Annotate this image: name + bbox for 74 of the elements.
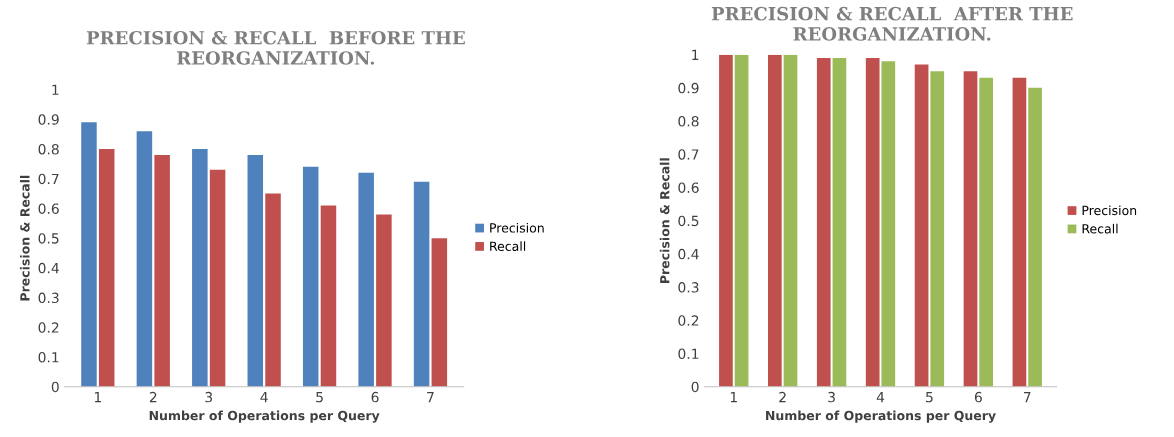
bar xyxy=(136,131,153,387)
y-tick-label: 0.8 xyxy=(678,116,699,127)
bar xyxy=(914,64,929,387)
y-axis-title: Precision & Recall xyxy=(19,175,30,301)
bar xyxy=(81,122,97,387)
x-axis-title: Number of Operations per Query xyxy=(149,410,380,423)
bar xyxy=(979,77,994,387)
y-tick-label: 0.3 xyxy=(678,282,699,293)
bar xyxy=(358,172,374,387)
y-axis-title: Precision & Recall xyxy=(659,158,670,283)
y-tick-label: 0.5 xyxy=(678,215,699,227)
legend-label: Recall xyxy=(490,241,526,251)
x-tick-label: 1 xyxy=(94,392,101,403)
y-tick-label: 0.2 xyxy=(678,315,699,326)
bar xyxy=(1028,87,1042,387)
x-tick-label: 5 xyxy=(316,392,323,403)
bar xyxy=(816,57,831,387)
bar xyxy=(154,154,170,387)
y-tick-label: 0 xyxy=(691,381,699,393)
y-tick-label: 0.1 xyxy=(38,352,59,363)
x-tick-label: 4 xyxy=(876,392,885,403)
y-tick-label: 1 xyxy=(692,49,699,60)
y-tick-label: 0.7 xyxy=(678,149,699,160)
x-tick-label: 3 xyxy=(828,391,835,403)
bar xyxy=(431,238,448,387)
bar xyxy=(865,57,880,387)
x-tick-label: 4 xyxy=(260,392,268,403)
bar xyxy=(376,214,392,387)
bar xyxy=(930,71,945,387)
y-tick-label: 0.4 xyxy=(38,262,59,274)
y-tick-label: 0.5 xyxy=(38,233,59,244)
x-tick-label: 7 xyxy=(1023,392,1031,403)
y-tick-label: 0.6 xyxy=(38,203,59,214)
legend-label: Precision xyxy=(490,222,544,233)
bar xyxy=(719,54,733,387)
x-tick-label: 6 xyxy=(371,391,379,403)
x-tick-label: 2 xyxy=(149,391,157,403)
x-tick-label: 3 xyxy=(205,391,213,403)
x-tick-label: 5 xyxy=(926,392,933,403)
chart-title: PRECISION & RECALL AFTER THE REORGANIZATION. xyxy=(711,6,1073,41)
legend-label: Precision xyxy=(1082,205,1137,216)
bar xyxy=(1012,77,1027,387)
bar xyxy=(783,54,798,387)
y-tick-label: 0.3 xyxy=(38,292,59,304)
y-tick-label: 0.9 xyxy=(38,114,59,125)
bar xyxy=(734,54,749,387)
x-axis-title: Number of Operations per Query xyxy=(766,410,996,423)
x-tick-label: 7 xyxy=(427,392,434,403)
bar xyxy=(209,169,226,387)
bar xyxy=(767,54,782,387)
y-tick-label: 0.1 xyxy=(678,348,699,360)
bar xyxy=(963,71,978,387)
bar xyxy=(98,149,115,387)
bar xyxy=(247,154,264,387)
x-tick-label: 1 xyxy=(730,392,737,403)
y-tick-label: 0.7 xyxy=(38,173,59,185)
y-tick-label: 0.2 xyxy=(38,322,59,333)
chart-title: PRECISION & RECALL BEFORE THE REORGANIZATION. xyxy=(86,30,465,65)
bar xyxy=(881,61,896,387)
y-tick-label: 0.9 xyxy=(678,82,699,94)
bar xyxy=(320,205,337,387)
bar xyxy=(192,149,208,387)
bar xyxy=(302,166,319,387)
bar xyxy=(265,193,281,387)
bar xyxy=(832,57,847,387)
y-tick-label: 0 xyxy=(51,381,59,393)
bar xyxy=(413,181,430,387)
y-tick-label: 1 xyxy=(52,84,59,95)
y-tick-label: 0.4 xyxy=(678,248,699,260)
x-tick-label: 2 xyxy=(779,391,786,403)
y-tick-label: 0.6 xyxy=(678,182,699,193)
y-tick-label: 0.8 xyxy=(38,143,59,155)
x-tick-label: 6 xyxy=(974,391,982,403)
legend-label: Recall xyxy=(1082,223,1118,234)
